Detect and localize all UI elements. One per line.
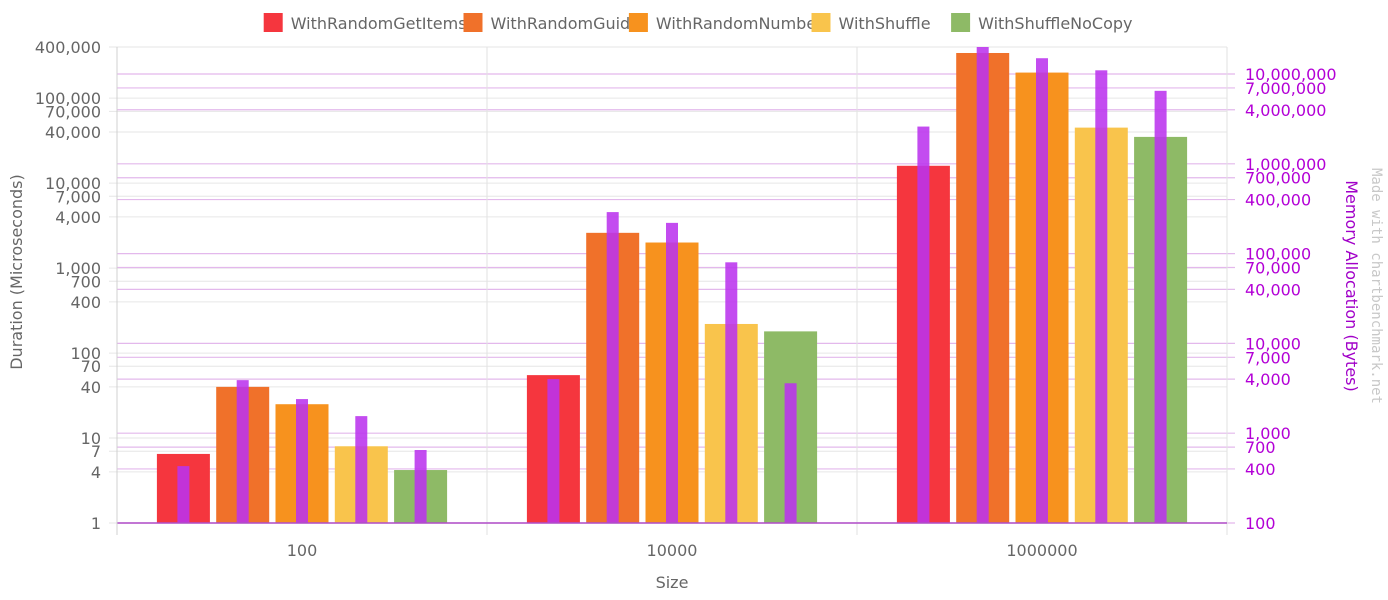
y-tick-label: 400,000 [35,38,101,57]
y-tick-label: 1,000 [55,259,101,278]
legend-item[interactable]: WithShuffle [811,13,931,33]
y-tick-label: 40,000 [45,123,101,142]
y2-tick-label: 1,000 [1245,424,1291,443]
y-tick-label: 7 [91,442,101,461]
legend-item[interactable]: WithShuffleNoCopy [951,13,1133,33]
x-axis-title: Size [656,573,689,592]
y-tick-label: 10,000 [45,174,101,193]
y-tick-label: 4 [91,463,101,482]
y2-tick-label: 400,000 [1245,191,1311,210]
y2-tick-label: 100 [1245,514,1276,533]
legend[interactable]: WithRandomGetItems WithRandomGuid WithRand… [263,13,1133,33]
y-tick-label: 100 [70,344,101,363]
legend-label: WithShuffle [839,14,931,33]
y2-tick-label: 400 [1245,460,1276,479]
x-tick-label: 100 [287,541,318,560]
legend-swatch [628,13,648,32]
y-tick-label: 40 [81,378,101,397]
bars-layer [156,47,1188,524]
y2-tick-label: 700,000 [1245,169,1311,188]
y2-tick-label: 70,000 [1245,259,1301,278]
y2-tick-label: 40,000 [1245,280,1301,299]
legend-swatch [263,13,283,32]
y-tick-label: 7,000 [55,187,101,206]
y-tick-label: 1 [91,514,101,533]
x-tick-label: 1000000 [1006,541,1077,560]
watermark-text: Made with chartbenchmark.net [1368,168,1384,404]
memory-bar [784,383,797,523]
legend-item[interactable]: WithRandomNumber [628,13,823,33]
y-tick-label: 400 [70,293,101,312]
memory-bar [296,399,308,523]
memory-bar [1095,70,1108,523]
y-tick-label: 70 [81,357,101,376]
y2-tick-label: 4,000,000 [1245,101,1326,120]
legend-swatch [463,13,483,32]
memory-bar [917,126,930,524]
memory-bar [177,466,190,523]
y2-tick-label: 10,000 [1245,334,1301,353]
memory-bar [666,222,678,524]
memory-bar [606,212,619,523]
legend-label: WithRandomGuid [491,14,631,33]
y2-tick-label: 1,000,000 [1245,155,1326,174]
x-tick-label: 10000 [647,541,698,560]
memory-bar [1036,58,1048,524]
y-axis-title: Duration (Microseconds) [7,174,26,370]
legend-label: WithRandomNumber [656,14,823,33]
legend-label: WithShuffleNoCopy [978,14,1132,33]
y2-tick-label: 4,000 [1245,370,1291,389]
legend-swatch [951,13,971,32]
y2-tick-label: 7,000,000 [1245,79,1326,98]
memory-bar [355,416,368,523]
legend-label: WithRandomGetItems [291,14,467,33]
y2-tick-label: 100,000 [1245,245,1311,264]
memory-bar [236,380,249,523]
memory-bar [725,262,738,523]
y-tick-label: 10 [81,429,101,448]
memory-bar [976,47,989,523]
y-tick-label: 4,000 [55,208,101,227]
y-tick-label: 70,000 [45,102,101,121]
memory-bar [1154,90,1167,523]
y-tick-label: 700 [70,272,101,291]
y2-axis-title: Memory Allocation (Bytes) [1342,180,1361,392]
y2-tick-label: 700 [1245,438,1276,457]
y-tick-label: 100,000 [35,89,101,108]
axes-layer: 1471040701004007001,0004,0007,00010,0004… [35,38,1337,560]
legend-item[interactable]: WithRandomGuid [463,13,631,33]
memory-bar [414,450,427,523]
legend-item[interactable]: WithRandomGetItems [263,13,467,33]
legend-swatch [811,13,831,32]
memory-bar [547,379,560,523]
y2-tick-label: 7,000 [1245,348,1291,367]
y2-tick-label: 10,000,000 [1245,65,1337,84]
